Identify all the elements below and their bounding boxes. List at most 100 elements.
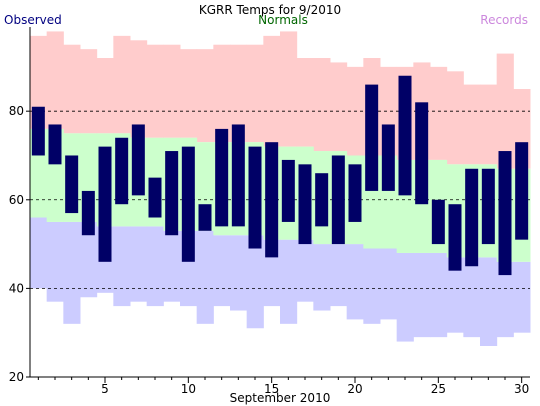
observed-bar bbox=[515, 142, 529, 240]
observed-bar bbox=[315, 173, 329, 227]
observed-bar bbox=[81, 190, 95, 236]
y-tick-label: 60 bbox=[9, 193, 24, 207]
record-low-band bbox=[463, 257, 481, 338]
observed-bar bbox=[481, 168, 495, 245]
observed-bar bbox=[65, 155, 79, 214]
x-axis-label: September 2010 bbox=[230, 391, 331, 405]
x-tick-label: 25 bbox=[431, 382, 446, 396]
axes bbox=[29, 27, 530, 378]
record-low-band bbox=[380, 248, 398, 320]
observed-bar bbox=[265, 142, 279, 258]
observed-bar bbox=[215, 128, 229, 227]
record-high-band bbox=[313, 58, 331, 152]
record-low-band bbox=[46, 221, 64, 302]
record-low-band bbox=[80, 221, 98, 298]
record-low-band bbox=[413, 252, 431, 338]
record-low-band bbox=[230, 235, 248, 311]
observed-bar bbox=[465, 168, 479, 267]
record-high-band bbox=[46, 31, 64, 129]
record-high-band bbox=[246, 44, 264, 143]
observed-bar bbox=[331, 155, 345, 245]
x-axis-ticks: 5 10 15 20 25 30 bbox=[37, 377, 529, 396]
legend-normals: Normals bbox=[258, 13, 308, 27]
record-low-band bbox=[146, 226, 164, 307]
x-tick-label: 15 bbox=[264, 382, 279, 396]
record-low-band bbox=[130, 226, 148, 302]
observed-bar bbox=[248, 146, 262, 249]
y-tick-label: 80 bbox=[9, 104, 24, 118]
record-high-band bbox=[230, 44, 248, 143]
record-low-band bbox=[346, 244, 364, 320]
observed-bar bbox=[31, 106, 45, 156]
record-high-band bbox=[446, 71, 464, 165]
record-high-band bbox=[196, 49, 214, 143]
x-tick-label: 5 bbox=[101, 382, 109, 396]
chart-title: KGRR Temps for 9/2010 bbox=[199, 3, 341, 17]
record-high-band bbox=[63, 44, 81, 134]
record-low-band bbox=[63, 221, 81, 324]
observed-bar bbox=[398, 75, 412, 196]
record-low-band bbox=[163, 230, 181, 302]
y-tick-label: 40 bbox=[9, 281, 24, 295]
record-high-band bbox=[213, 44, 231, 143]
record-low-band bbox=[396, 252, 414, 342]
record-high-band bbox=[330, 62, 348, 152]
observed-bar bbox=[381, 124, 395, 191]
record-high-band bbox=[113, 35, 131, 134]
record-low-band bbox=[296, 239, 314, 302]
observed-bar bbox=[181, 146, 195, 262]
record-high-band bbox=[30, 35, 48, 129]
record-high-band bbox=[80, 49, 98, 134]
record-high-band bbox=[280, 31, 298, 147]
record-low-band bbox=[246, 235, 264, 329]
gridlines bbox=[30, 110, 530, 289]
observed-bar bbox=[148, 177, 162, 218]
observed-bar bbox=[431, 199, 445, 245]
record-high-band bbox=[96, 58, 114, 134]
record-high-band bbox=[430, 66, 448, 160]
observed-bar bbox=[48, 124, 62, 165]
record-low-band bbox=[196, 230, 214, 324]
record-low-band bbox=[446, 257, 464, 333]
observed-bar bbox=[365, 84, 379, 191]
observed-bar bbox=[98, 146, 112, 262]
observed-bar bbox=[131, 124, 145, 196]
x-tick-label: 20 bbox=[347, 382, 362, 396]
record-low-band bbox=[113, 226, 131, 307]
x-tick-label: 10 bbox=[181, 382, 196, 396]
observed-bar bbox=[498, 151, 512, 276]
record-low-band bbox=[363, 248, 381, 324]
record-high-band bbox=[480, 84, 498, 165]
observed-bar bbox=[281, 159, 295, 222]
observed-bar bbox=[348, 164, 362, 222]
legend-records: Records bbox=[480, 13, 528, 27]
record-high-band bbox=[463, 84, 481, 165]
x-tick-label: 30 bbox=[514, 382, 529, 396]
observed-bar bbox=[415, 102, 429, 205]
record-high-band bbox=[296, 58, 314, 147]
record-high-band bbox=[146, 44, 164, 138]
record-low-band bbox=[313, 244, 331, 311]
record-low-band bbox=[513, 261, 531, 333]
observed-bar bbox=[231, 124, 245, 227]
record-high-band bbox=[263, 35, 281, 147]
y-axis-ticks: 20 40 60 80 bbox=[9, 104, 30, 384]
observed-bar bbox=[298, 164, 312, 245]
record-high-band bbox=[180, 49, 198, 138]
record-low-band bbox=[213, 235, 231, 307]
observed-bar bbox=[198, 204, 212, 231]
record-low-band bbox=[330, 244, 348, 307]
record-low-band bbox=[30, 217, 48, 289]
observed-bar bbox=[165, 151, 179, 236]
y-tick-label: 20 bbox=[9, 370, 24, 384]
observed-bar bbox=[448, 204, 462, 271]
record-high-band bbox=[130, 40, 148, 138]
record-low-band bbox=[430, 252, 448, 338]
record-bands bbox=[30, 31, 531, 346]
observed-bars bbox=[31, 75, 529, 276]
observed-bar bbox=[115, 137, 129, 205]
record-low-band bbox=[480, 257, 498, 346]
record-low-band bbox=[280, 239, 298, 324]
record-high-band bbox=[163, 44, 181, 138]
